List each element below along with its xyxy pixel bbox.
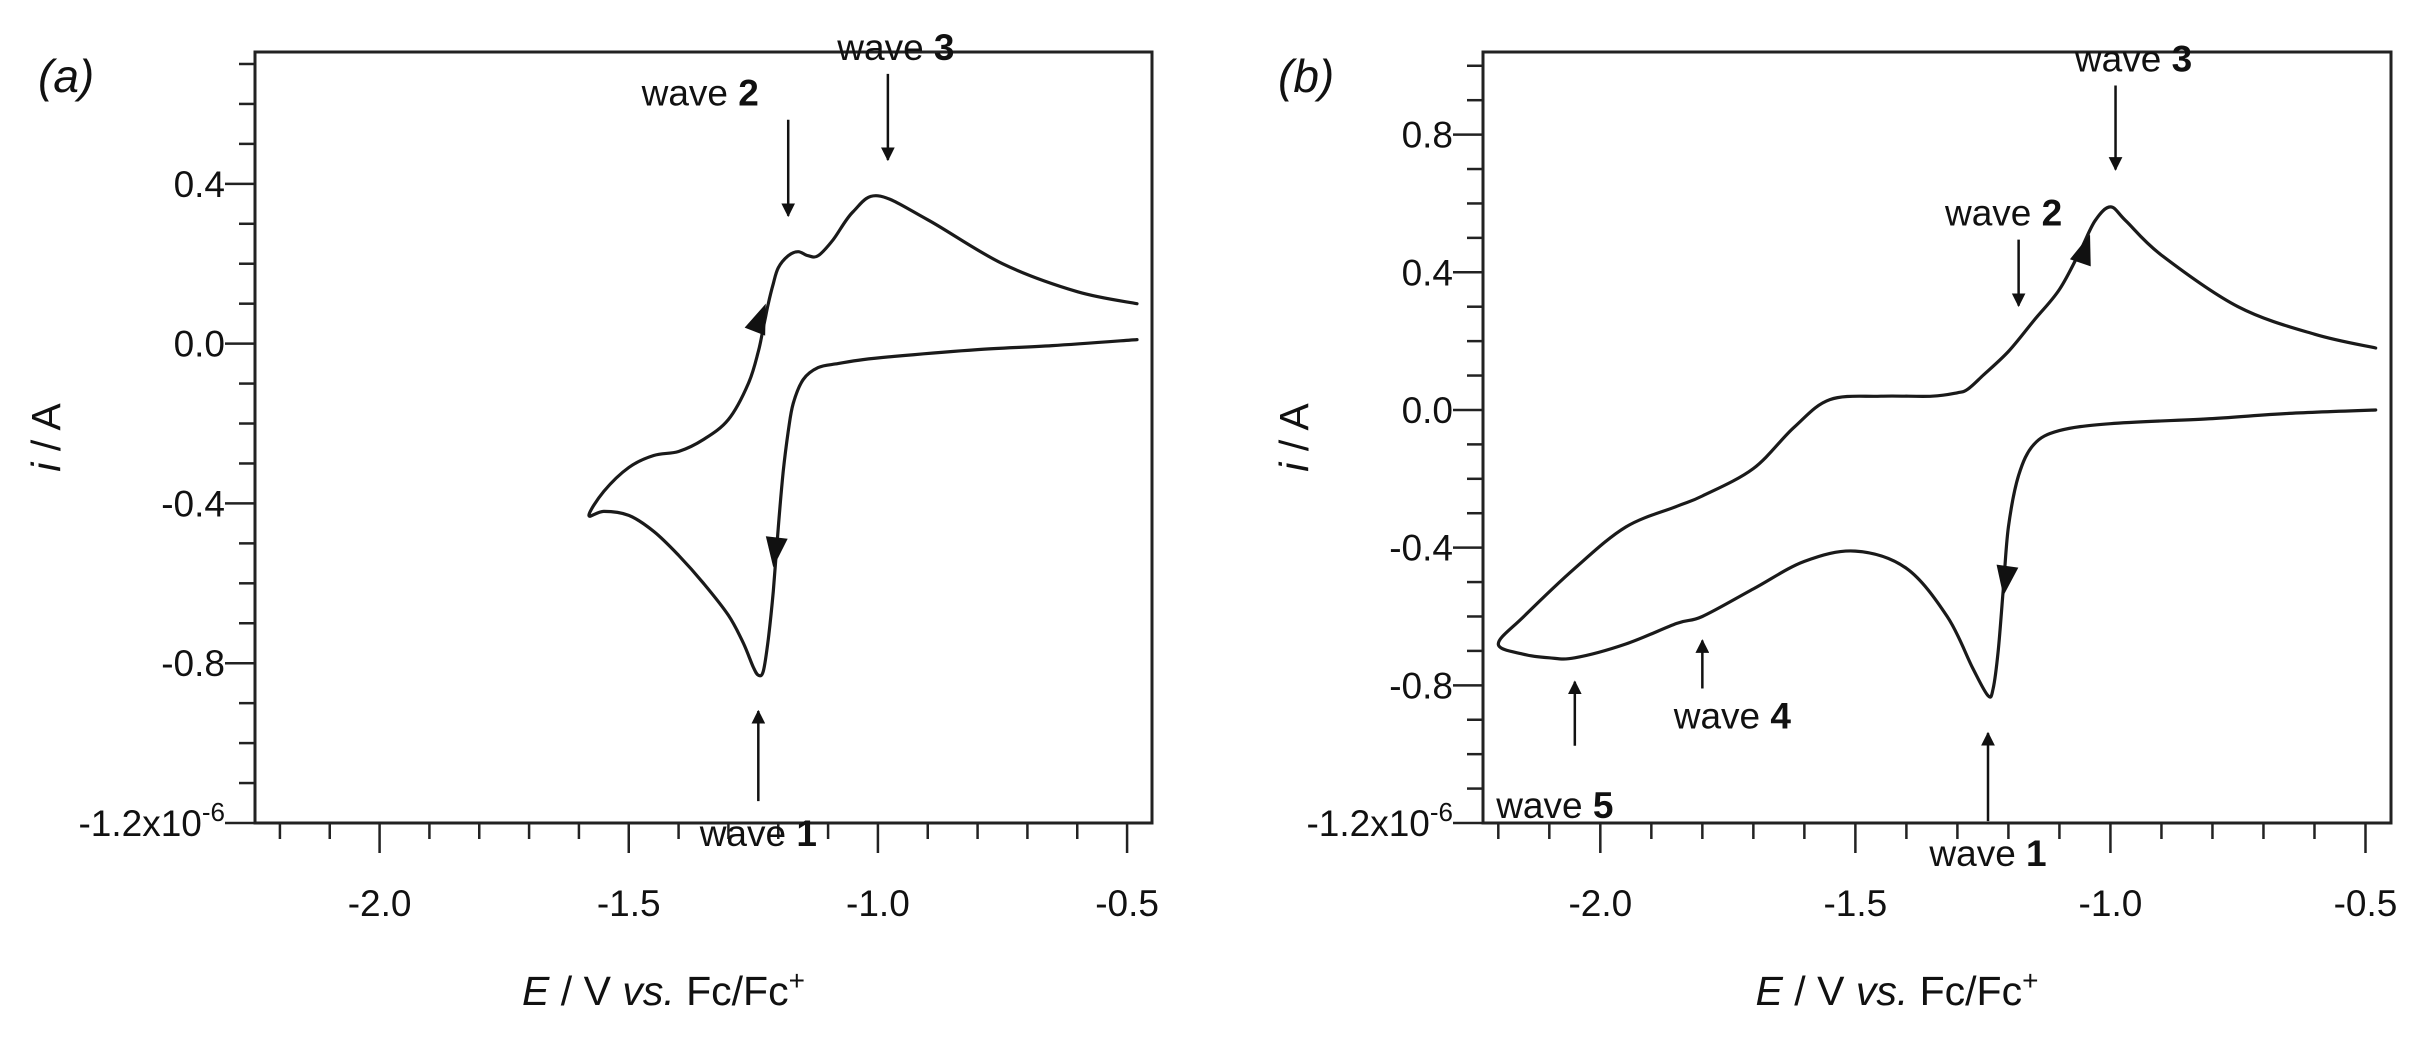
plot-frame (1481, 50, 2393, 825)
y-tick-label: -0.8 (1389, 665, 1453, 706)
x-tick-label: -0.5 (1095, 883, 1159, 924)
y-tick-label: -0.4 (161, 483, 225, 524)
y-tick-label: 0.4 (174, 164, 225, 205)
y-tick-label: 0.8 (1402, 115, 1453, 156)
y-axis-label: i / A (1271, 403, 1317, 472)
annotation-wave-2: wave 2 (641, 73, 796, 218)
y-tick-label: 0.0 (1402, 390, 1453, 431)
x-tick-label: -1.0 (846, 883, 910, 924)
x-tick-label: -1.5 (597, 883, 661, 924)
annotation-label: wave 3 (2074, 38, 2192, 79)
scan-direction-arrow (1996, 564, 2019, 596)
annotation-wave-4: wave 4 (1673, 639, 1792, 736)
annotation-label: wave 4 (1673, 695, 1792, 736)
series-line (587, 194, 1139, 678)
annotation-label: wave 5 (1495, 785, 1613, 826)
x-axis-label: E / V vs. Fc/Fc+ (1756, 965, 2039, 1015)
y-tick-label: -0.8 (161, 643, 225, 684)
annotation-label: wave 2 (1944, 193, 2062, 234)
annotation-wave-2: wave 2 (1944, 193, 2062, 308)
annotation-wave-5: wave 5 (1495, 680, 1613, 826)
annotation-label: wave 1 (1928, 833, 2046, 874)
panel-label: (a) (38, 50, 94, 102)
y-tick-label-exponent: -1.2x10-6 (1306, 797, 1453, 844)
annotation-label: wave 2 (641, 73, 759, 114)
scan-direction-arrow (2069, 234, 2091, 267)
panel-a: -2.0 -1.5 -1.0 -0.5 0.4 0.0 -0.4 -0.8 -1.2x10-6 E… (23, 27, 1159, 1014)
x-tick-label: -0.5 (2334, 883, 2398, 924)
series-line (1496, 205, 2378, 699)
y-tick-label-exponent: -1.2x10-6 (78, 797, 225, 844)
x-tick-label: -2.0 (1568, 883, 1632, 924)
annotation-wave-3: wave 3 (2074, 38, 2192, 171)
y-tick-label: -0.4 (1389, 528, 1453, 569)
x-tick-label: -1.0 (2079, 883, 2143, 924)
panel-b: -2.0 -1.5 -1.0 -0.5 0.8 0.4 0.0 -0.4 -0.8 -1.2x10… (1271, 38, 2397, 1014)
y-tick-label: 0.0 (174, 324, 225, 365)
x-axis-label: E / V vs. Fc/Fc+ (522, 965, 805, 1015)
x-tick-label: -1.5 (1823, 883, 1887, 924)
x-tick-label: -2.0 (348, 883, 412, 924)
scan-direction-arrow (765, 536, 788, 568)
annotation-wave-1: wave 1 (1928, 731, 2047, 874)
annotation-label: wave 3 (836, 27, 954, 68)
annotation-label: wave 1 (699, 813, 817, 854)
plot-frame (253, 50, 1154, 825)
y-tick-label: 0.4 (1402, 252, 1453, 293)
annotation-wave-3: wave 3 (836, 27, 955, 162)
scan-direction-arrow (744, 303, 766, 336)
panel-label: (b) (1278, 50, 1334, 102)
annotation-wave-1: wave 1 (699, 709, 817, 854)
y-axis-label: i / A (23, 403, 69, 472)
